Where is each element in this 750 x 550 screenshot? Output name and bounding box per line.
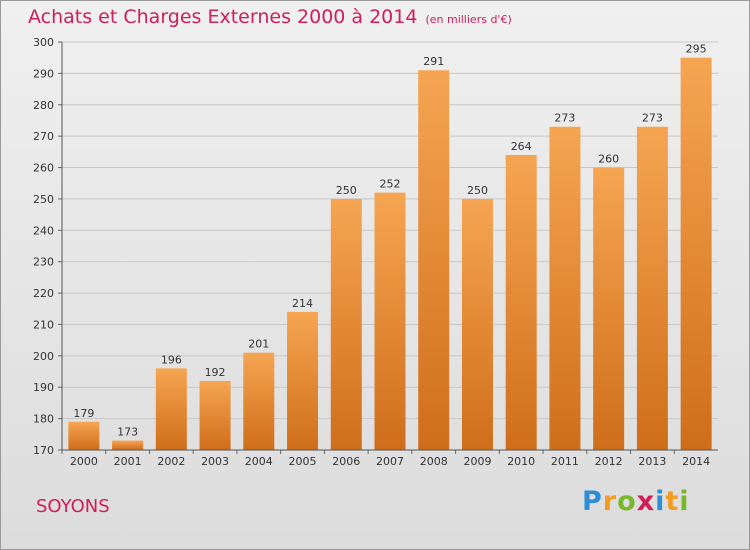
data-label: 173 [117,426,138,439]
bar [199,380,231,450]
bar [636,126,668,450]
chart-title-text: Achats et Charges Externes 2000 à 2014 [28,6,418,28]
data-label: 250 [336,184,357,197]
y-tick-label: 240 [33,224,54,237]
data-label: 196 [161,353,182,366]
x-tick-label: 2000 [70,455,98,468]
y-tick-label: 300 [33,36,54,49]
bar [549,126,581,450]
data-label: 291 [423,55,444,68]
proxiti-logo: Proxiti [582,486,690,517]
x-tick-label: 2002 [157,455,185,468]
data-label: 214 [292,297,313,310]
data-label: 179 [73,407,94,420]
y-tick-label: 290 [33,67,54,80]
data-label: 260 [598,153,619,166]
logo-letter: i [655,486,666,517]
logo-letter: o [617,486,637,517]
bar [243,352,275,450]
data-labels: 179 173 196 192 201 214 250 252 291 250 264 273 260 2… [73,43,706,439]
x-tick-label: 2008 [420,455,448,468]
bar [680,57,712,450]
x-tick-label: 2003 [201,455,229,468]
x-tick-label: 2014 [682,455,710,468]
data-label: 192 [205,366,226,379]
bars [68,57,712,451]
y-tick-labels: 170 180 190 200 210 220 230 240 250 260 270 280 290 3… [33,36,54,457]
y-tick-label: 170 [33,444,54,457]
bar [68,421,100,450]
y-tick-label: 190 [33,381,54,394]
logo-letter: P [582,486,603,517]
logo-letter: r [602,486,618,517]
logo-letter: x [636,486,656,517]
bar [287,311,319,450]
x-tick-label: 2001 [114,455,142,468]
x-tick-labels: 2000 2001 2002 2003 2004 2005 2006 2007 2008 2009… [61,450,710,468]
bar [155,368,187,450]
y-tick-label: 280 [33,99,54,112]
x-tick-label: 2013 [638,455,666,468]
x-tick-label: 2010 [507,455,535,468]
bar [330,198,362,450]
location-name: SOYONS [36,496,110,517]
y-tick-label: 210 [33,318,54,331]
y-tick-label: 220 [33,287,54,300]
y-tick-label: 230 [33,256,54,269]
x-tick-label: 2006 [332,455,360,468]
data-label: 273 [554,112,575,125]
data-label: 264 [511,140,532,153]
axes [61,42,718,451]
x-tick-label: 2005 [289,455,317,468]
y-tick-label: 200 [33,350,54,363]
x-tick-label: 2009 [463,455,491,468]
y-tick-label: 260 [33,162,54,175]
bar [112,440,144,450]
logo-letter: t [665,486,680,517]
x-tick-label: 2007 [376,455,404,468]
bar [461,198,493,450]
chart-subtitle: (en milliers d'€) [425,13,512,26]
bar [505,154,537,450]
data-label: 295 [686,43,707,56]
data-label: 273 [642,112,663,125]
x-tick-label: 2011 [551,455,579,468]
logo-letter: i [679,486,690,517]
bar [418,70,450,450]
bar [593,167,625,451]
y-tick-label: 270 [33,130,54,143]
y-tick-label: 250 [33,193,54,206]
y-tick-label: 180 [33,413,54,426]
data-label: 250 [467,184,488,197]
data-label: 201 [248,338,269,351]
bar [374,192,406,450]
data-label: 252 [380,178,401,191]
x-tick-label: 2004 [245,455,273,468]
chart-title: Achats et Charges Externes 2000 à 2014 (e… [28,6,512,28]
x-tick-label: 2012 [595,455,623,468]
